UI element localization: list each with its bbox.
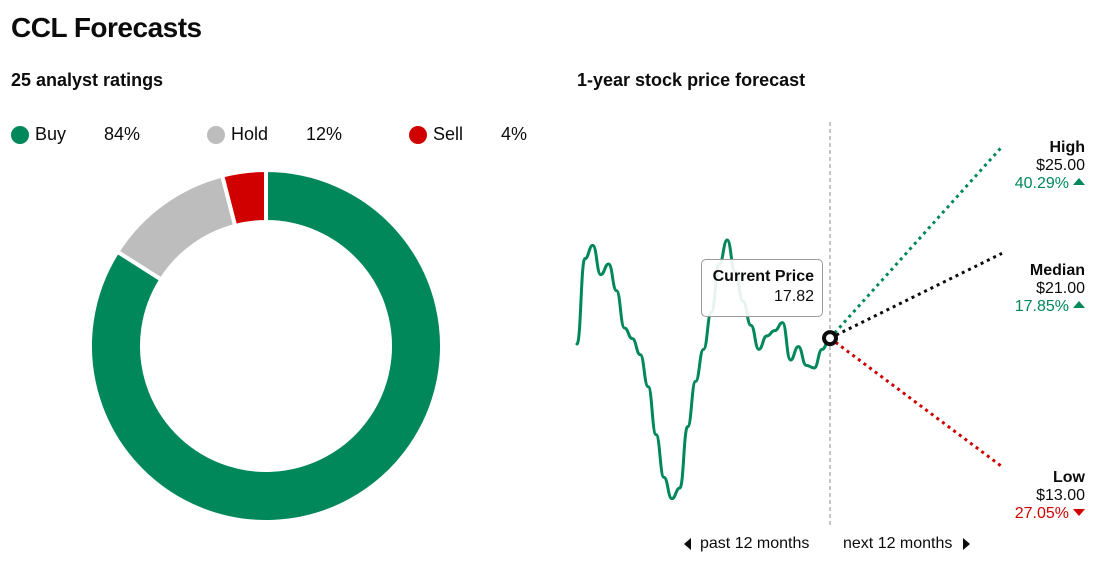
legend-item-hold: Hold 12%	[207, 124, 409, 145]
past-period-label: past 12 months	[684, 535, 809, 553]
up-arrow-icon	[1073, 178, 1085, 186]
sell-dot-icon	[409, 125, 427, 144]
median-target: Median $21.00 17.85%	[965, 262, 1085, 316]
page-title: CCL Forecasts	[11, 12, 202, 43]
legend-label-hold: Hold	[231, 124, 269, 144]
current-price-tooltip: Current Price 17.82	[701, 259, 823, 317]
ratings-legend: Buy 84% Hold 12% Sell 4%	[11, 124, 527, 145]
forecast-low-line	[829, 336, 1003, 468]
low-target-price: $13.00	[1036, 487, 1085, 504]
high-target: High $25.00 40.29%	[965, 139, 1085, 193]
legend-pct-buy: 84%	[104, 124, 141, 144]
legend-item-sell: Sell 4%	[409, 124, 527, 145]
legend-item-buy: Buy 84%	[11, 124, 207, 145]
down-arrow-icon	[1073, 509, 1085, 517]
current-price-label: Current Price	[712, 268, 814, 285]
donut-slice-sell	[219, 170, 268, 229]
high-target-pct: 40.29%	[965, 175, 1085, 193]
median-target-pct: 17.85%	[965, 298, 1085, 316]
median-target-price: $21.00	[1036, 280, 1085, 297]
legend-label-buy: Buy	[35, 124, 67, 144]
triangle-right-icon	[963, 538, 971, 550]
legend-label-sell: Sell	[433, 124, 464, 144]
current-price-value: 17.82	[773, 288, 814, 305]
next-period-text: next 12 months	[843, 535, 953, 552]
low-target-pct: 27.05%	[965, 505, 1085, 523]
current-price-marker	[822, 330, 838, 347]
triangle-left-icon	[684, 538, 691, 550]
low-target-pct-text: 27.05%	[1014, 505, 1069, 522]
next-period-label: next 12 months	[843, 535, 971, 553]
past-period-text: past 12 months	[700, 535, 810, 552]
high-target-label: High	[1049, 139, 1085, 156]
median-target-label: Median	[1029, 262, 1085, 279]
donut-slice-hold	[114, 173, 238, 283]
high-target-pct-text: 40.29%	[1014, 175, 1069, 192]
historical-price-line	[575, 238, 832, 501]
forecast-title: 1-year stock price forecast	[577, 70, 806, 90]
hold-dot-icon	[207, 125, 225, 144]
up-arrow-icon	[1073, 301, 1085, 309]
low-target: Low $13.00 27.05%	[965, 469, 1085, 523]
legend-pct-hold: 12%	[306, 124, 343, 144]
ratings-donut-chart	[90, 170, 442, 522]
median-target-pct-text: 17.85%	[1014, 298, 1069, 315]
high-target-price: $25.00	[1036, 157, 1085, 174]
buy-dot-icon	[11, 125, 29, 144]
forecast-high-line	[828, 145, 1004, 340]
price-forecast-chart	[575, 122, 1004, 528]
legend-pct-sell: 4%	[501, 124, 528, 144]
ratings-title: 25 analyst ratings	[11, 70, 164, 90]
low-target-label: Low	[1053, 469, 1085, 486]
donut-slice-buy	[90, 170, 442, 522]
